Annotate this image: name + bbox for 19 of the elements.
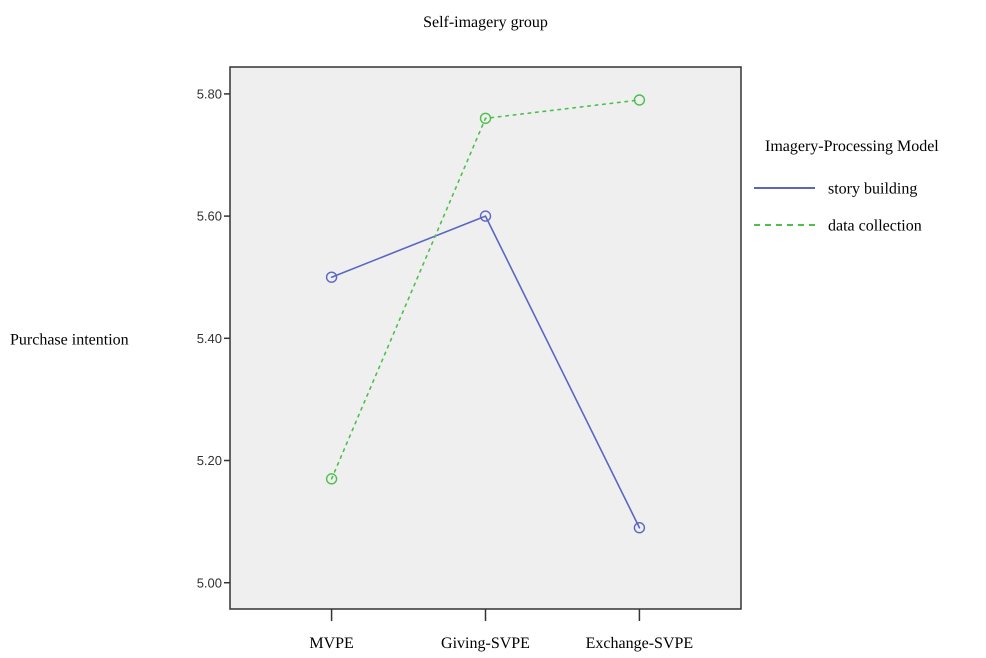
point	[634, 522, 646, 534]
y-tick-label: 5.80	[196, 86, 222, 102]
y-axis-title: Purchase intention	[10, 332, 129, 349]
point	[634, 94, 646, 106]
chart-title: Self-imagery group	[423, 14, 548, 31]
legend-label: data collection	[828, 218, 922, 235]
x-tick-label: Exchange-SVPE	[586, 635, 694, 652]
point	[326, 272, 338, 283]
point	[480, 210, 492, 222]
point	[480, 112, 492, 124]
y-tick-label: 5.00	[196, 575, 222, 590]
x-tick-label: Giving-SVPE	[441, 635, 530, 652]
y-tick-label: 5.20	[196, 453, 222, 468]
legend-label: story building	[828, 180, 918, 198]
y-tick-label: 5.40	[196, 330, 222, 346]
x-tick-label: MVPE	[309, 635, 354, 652]
legend-title: Imagery-Processing Model	[765, 138, 940, 155]
point	[326, 473, 338, 485]
y-tick-label: 5.60	[196, 208, 222, 224]
